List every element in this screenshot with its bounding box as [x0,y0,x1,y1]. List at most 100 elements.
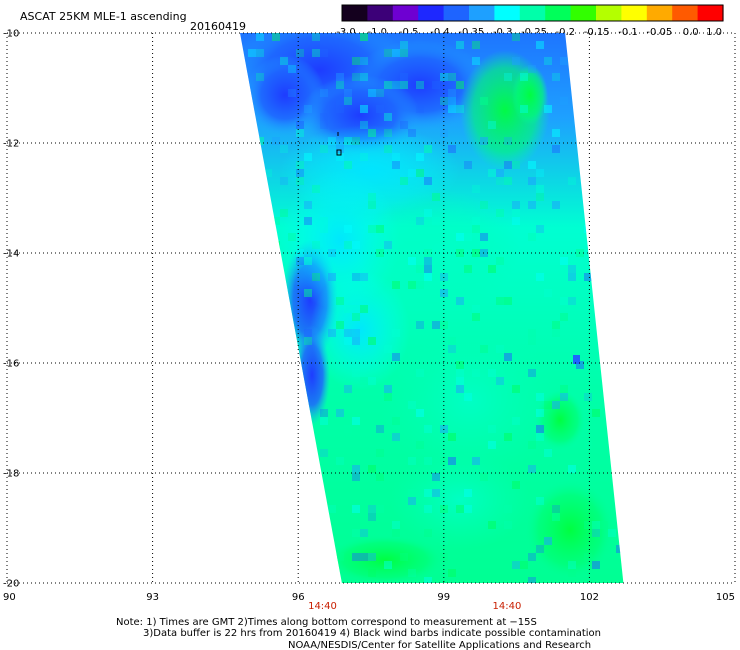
swath-cell [360,529,368,537]
swath-cell [288,233,296,241]
note-line-3: NOAA/NESDIS/Center for Satellite Applica… [288,640,591,650]
swath-cell [472,305,480,313]
swath-cell [480,137,488,145]
swath-cell [408,281,416,289]
swath-cell [488,169,496,177]
swath-cell [504,433,512,441]
swath-cell [408,569,416,577]
swath-cell [288,473,296,481]
swath-cell [344,97,352,105]
swath-cell [344,225,352,233]
swath-cell [360,305,368,313]
swath-cell [600,521,608,529]
figure-title: ASCAT 25KM MLE-1 ascending [20,10,187,23]
swath-cell [320,417,328,425]
swath-cell [272,505,280,513]
swath-cell [240,409,248,417]
swath-cell [488,441,496,449]
swath-cell [336,105,344,113]
swath-cell [392,353,400,361]
swath-cell [536,185,544,193]
swath-cell [448,145,456,153]
swath-cell [248,465,256,473]
swath-cell [504,177,512,185]
swath-cell [624,513,632,521]
swath-cell [544,289,552,297]
swath-cell [248,521,256,529]
swath-cell [296,257,304,265]
swath-cell [520,561,528,569]
swath-cell [584,521,592,529]
swath-cell [600,49,608,57]
swath-cell [296,161,304,169]
swath-cell [352,137,360,145]
swath-cell [328,505,336,513]
colorbar [341,4,724,22]
swath-cell [376,89,384,97]
swath-cell [272,217,280,225]
swath-cell [560,297,568,305]
graticule [6,32,736,584]
swath-cell [568,465,576,473]
swath-cell [352,57,360,65]
swath-cell [352,73,360,81]
swath-cell [368,129,376,137]
swath-cell [344,89,352,97]
swath-cell [576,57,584,65]
swath-cell [560,57,568,65]
swath-cell [280,145,288,153]
colorbar-label: -0.15 [584,27,610,38]
swath-cell [384,393,392,401]
swath-cell [536,393,544,401]
swath-cell [392,81,400,89]
swath-cell [496,257,504,265]
swath-cell [352,241,360,249]
swath-cell [544,105,552,113]
swath-cell [416,441,424,449]
swath-cell [528,233,536,241]
swath-cell [248,577,256,583]
swath-cell [416,169,424,177]
swath-cell [456,233,464,241]
swath-cell [512,217,520,225]
swath-cell [536,169,544,177]
swath-cell [480,473,488,481]
swath-cell [512,385,520,393]
swath-cell [592,89,600,97]
swath-cell [448,73,456,81]
swath-cell [368,513,376,521]
swath-cell [448,337,456,345]
latitude-tick-label: -18 [3,469,19,480]
swath-cell [448,97,456,105]
swath-cell [520,105,528,113]
swath-patch [310,270,410,390]
swath-cell [288,457,296,465]
swath-cell [248,361,256,369]
swath-cell [456,505,464,513]
swath-cell [256,537,264,545]
swath-cell [336,81,344,89]
latitude-tick-label: -10 [3,29,19,40]
wind-barb-mark [336,149,342,156]
swath-cell [264,169,272,177]
swath-cell [368,193,376,201]
colorbar-segment [519,5,546,21]
swath-cell [608,529,616,537]
swath-cell [544,57,552,65]
swath-cell [352,473,360,481]
swath-cell [392,529,400,537]
swath-cell [240,577,248,583]
longitude-tick-label: 105 [716,592,735,603]
swath-cell [416,153,424,161]
swath-cell [368,569,376,577]
swath-cell [256,329,264,337]
swath-cell [384,345,392,353]
swath-cell [352,417,360,425]
swath-cell [384,49,392,57]
swath-cell [424,265,432,273]
swath-cell [376,449,384,457]
swath-cell [584,241,592,249]
swath-cell [328,329,336,337]
swath-cell [496,177,504,185]
